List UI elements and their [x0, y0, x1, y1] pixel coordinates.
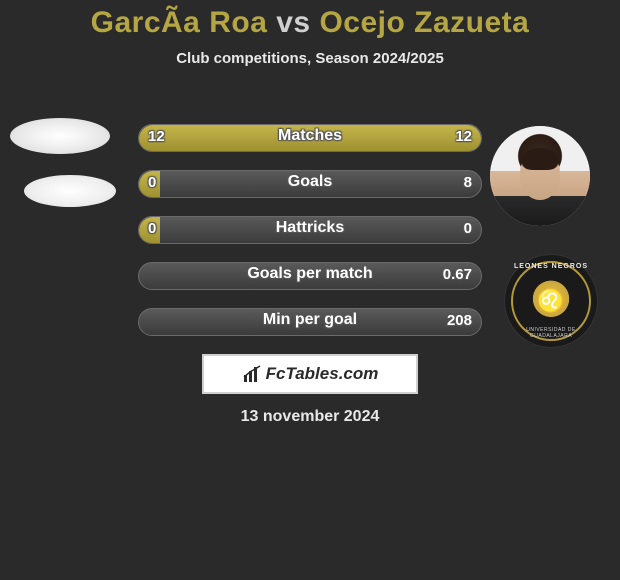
page-title: GarcÃ­a Roa vs Ocejo Zazueta: [0, 0, 620, 40]
player-left-avatar: [10, 118, 110, 154]
title-left-name: GarcÃ­a Roa: [91, 6, 268, 39]
bar-right-fill: [310, 125, 481, 152]
stat-row: Min per goal208: [138, 308, 482, 336]
bar-chart-icon: [242, 364, 262, 384]
player-left-club-badge: [24, 175, 116, 207]
player-right-avatar: [490, 126, 590, 226]
bar-track: [138, 216, 482, 244]
stat-row: Matches1212: [138, 124, 482, 152]
face-icon: [490, 126, 590, 226]
date-line: 13 november 2024: [0, 408, 620, 426]
subtitle: Club competitions, Season 2024/2025: [0, 50, 620, 67]
player-right-club-badge: LEONES NEGROS ♌ UNIVERSIDAD DE GUADALAJA…: [504, 254, 598, 348]
bar-track: [138, 170, 482, 198]
brand-box[interactable]: FcTables.com: [202, 354, 418, 394]
stat-row: Hattricks00: [138, 216, 482, 244]
bar-track: [138, 308, 482, 336]
badge-bottom-text: UNIVERSIDAD DE GUADALAJARA: [505, 327, 597, 339]
bar-track: [138, 124, 482, 152]
title-vs: vs: [276, 6, 310, 39]
bar-track: [138, 262, 482, 290]
title-right-name: Ocejo Zazueta: [319, 6, 529, 39]
bar-left-fill: [139, 125, 310, 152]
bar-left-fill: [139, 217, 160, 244]
stat-row: Goals08: [138, 170, 482, 198]
stat-row: Goals per match0.67: [138, 262, 482, 290]
bar-left-fill: [139, 171, 160, 198]
badge-top-text: LEONES NEGROS: [505, 263, 597, 270]
comparison-chart: Matches1212 Goals08 Hattricks00 Goals per m…: [138, 124, 482, 354]
brand-text: FcTables.com: [266, 364, 379, 384]
